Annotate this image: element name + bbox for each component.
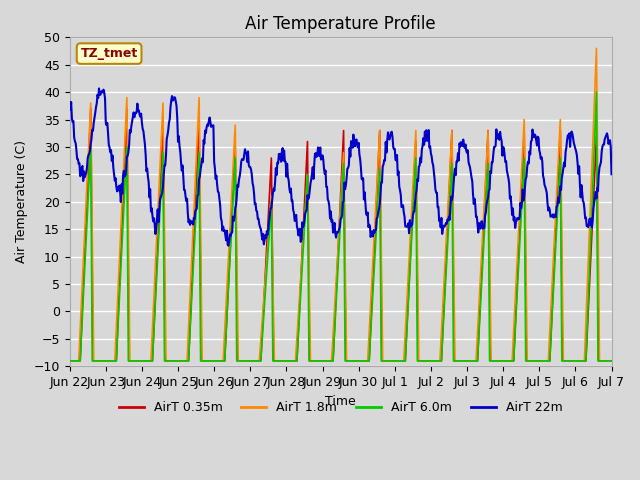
Title: Air Temperature Profile: Air Temperature Profile bbox=[245, 15, 436, 33]
Legend: AirT 0.35m, AirT 1.8m, AirT 6.0m, AirT 22m: AirT 0.35m, AirT 1.8m, AirT 6.0m, AirT 2… bbox=[114, 396, 568, 420]
Text: TZ_tmet: TZ_tmet bbox=[81, 47, 138, 60]
Y-axis label: Air Temperature (C): Air Temperature (C) bbox=[15, 140, 28, 264]
X-axis label: Time: Time bbox=[325, 395, 356, 408]
